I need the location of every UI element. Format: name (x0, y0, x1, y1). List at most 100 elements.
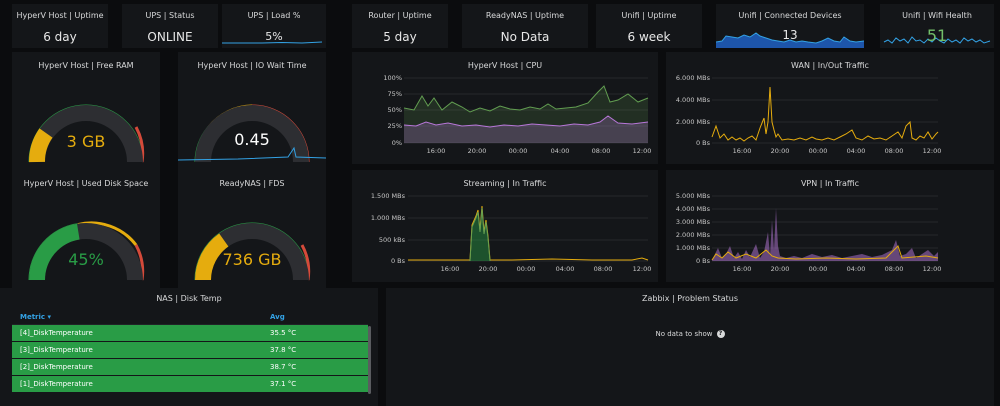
gauge-free-ram (28, 104, 145, 163)
table-row: [4]_DiskTemperature 35.5 °C (12, 324, 368, 342)
x-tick: 20:00 (479, 265, 498, 273)
unifi-devices-sparkline (716, 32, 864, 48)
panel-title: WAN | In/Out Traffic (791, 61, 869, 70)
gauge-panel-free-ram[interactable]: HyperV Host | Free RAM 3 GB (12, 52, 160, 170)
table-header-row: Metric ▾ Avg (12, 310, 368, 325)
stat-value: 6 day (43, 30, 77, 44)
x-tick: 20:00 (468, 147, 487, 155)
no-data-message: No data to show? (386, 330, 994, 338)
stat-panel-ups-load[interactable]: UPS | Load % 5% (222, 4, 326, 48)
y-tick: 5.000 MBs (676, 192, 711, 200)
x-tick: 16:00 (427, 147, 446, 155)
panel-title: HyperV Host | Uptime (16, 11, 104, 20)
graph-panel-streaming[interactable]: Streaming | In Traffic 1.500 MBs 1.000 M… (352, 170, 658, 282)
cpu-graph: 100% 75% 50% 25% 0% 16:00 20:00 00:00 04… (383, 74, 652, 155)
x-tick: 04:00 (551, 147, 570, 155)
panel-title: HyperV Host | Used Disk Space (23, 179, 149, 188)
x-tick: 00:00 (809, 147, 828, 155)
gauge-value: 736 GB (222, 250, 282, 269)
stat-panel-unifi-devices[interactable]: Unifi | Connected Devices 13 (716, 4, 864, 48)
panel-title: Router | Uptime (368, 11, 432, 20)
x-tick: 08:00 (885, 147, 904, 155)
y-tick: 0 Bs (391, 257, 406, 265)
y-tick: 6.000 MBs (676, 74, 711, 82)
vpn-graph: 5.000 MBs 4.000 MBs 3.000 MBs 2.000 MBs … (676, 192, 942, 273)
gauge-value: 0.45 (234, 130, 270, 149)
gauge-panel-disk-space[interactable]: HyperV Host | Used Disk Space 45% (12, 170, 160, 288)
unifi-wifi-sparkline (883, 36, 991, 44)
y-tick: 1.000 MBs (676, 244, 711, 252)
stat-value: 51 (926, 26, 948, 45)
graph-panel-cpu[interactable]: HyperV Host | CPU 100% 75% 50% 25% 0% 16… (352, 52, 658, 164)
stat-panel-readynas-uptime[interactable]: ReadyNAS | Uptime No Data (462, 4, 588, 48)
panel-title: Unifi | Connected Devices (738, 11, 842, 20)
y-tick: 50% (388, 106, 402, 114)
panel-title: ReadyNAS | Uptime (485, 11, 565, 20)
cell-avg: 38.7 °C (262, 358, 368, 376)
panel-title: Unifi | Wifi Health (902, 11, 972, 20)
column-header-metric[interactable]: Metric ▾ (12, 310, 262, 325)
stat-value: No Data (500, 30, 550, 44)
gauge-disk-space (28, 221, 145, 281)
cell-avg: 37.8 °C (262, 341, 368, 359)
x-tick: 04:00 (847, 147, 866, 155)
panel-title: Unifi | Uptime (621, 11, 677, 20)
column-header-avg[interactable]: Avg (262, 310, 368, 325)
table-row: [1]_DiskTemperature 37.1 °C (12, 375, 368, 393)
cell-metric: [4]_DiskTemperature (12, 324, 262, 342)
ups-load-sparkline (222, 41, 323, 44)
x-tick: 20:00 (771, 265, 790, 273)
y-tick: 1.500 MBs (371, 192, 406, 200)
gauge-panel-io-wait[interactable]: HyperV Host | IO Wait Time 0.45 (178, 52, 326, 170)
stat-panel-unifi-uptime[interactable]: Unifi | Uptime 6 week (596, 4, 702, 48)
gauge-panel-fds[interactable]: ReadyNAS | FDS 736 GB (178, 170, 326, 288)
stat-panel-hyperv-uptime[interactable]: HyperV Host | Uptime 6 day (12, 4, 108, 48)
stat-panel-ups-status[interactable]: UPS | Status ONLINE (122, 4, 218, 48)
x-tick: 08:00 (594, 265, 613, 273)
no-data-text: No data to show (655, 330, 713, 338)
stat-value: 5 day (383, 30, 417, 44)
y-tick: 1.000 MBs (371, 214, 406, 222)
panel-title: HyperV Host | IO Wait Time (197, 61, 307, 70)
cell-metric: [2]_DiskTemperature (12, 358, 262, 376)
x-tick: 08:00 (885, 265, 904, 273)
gauge-io-wait (178, 104, 326, 163)
panel-title: UPS | Status (145, 11, 195, 20)
help-icon[interactable]: ? (716, 330, 725, 338)
panel-title: HyperV Host | Free RAM (38, 61, 134, 70)
panel-title: ReadyNAS | FDS (219, 179, 285, 188)
panel-zabbix-problem-status[interactable]: Zabbix | Problem Status (386, 288, 994, 406)
y-tick: 25% (388, 122, 402, 130)
x-tick: 12:00 (923, 147, 942, 155)
y-tick: 0% (392, 139, 402, 147)
x-tick: 12:00 (633, 147, 652, 155)
stat-panel-router-uptime[interactable]: Router | Uptime 5 day (352, 4, 448, 48)
gauge-value: 3 GB (66, 132, 106, 151)
stat-value: ONLINE (147, 30, 193, 44)
y-tick: 100% (383, 74, 402, 82)
table-row: [2]_DiskTemperature 38.7 °C (12, 358, 368, 376)
stat-value: 6 week (627, 30, 671, 44)
x-tick: 12:00 (633, 265, 652, 273)
gauge-fds (194, 222, 311, 281)
table-row: [3]_DiskTemperature 37.8 °C (12, 341, 368, 359)
stat-value: 13 (782, 28, 798, 42)
y-tick: 4.000 MBs (676, 96, 711, 104)
graph-panel-wan[interactable]: WAN | In/Out Traffic 6.000 MBs 4.000 MBs… (666, 52, 994, 164)
stat-panel-unifi-wifi[interactable]: Unifi | Wifi Health 51 (880, 4, 994, 48)
x-tick: 16:00 (441, 265, 460, 273)
y-tick: 3.000 MBs (676, 218, 711, 226)
cell-avg: 37.1 °C (262, 375, 368, 393)
cell-metric: [1]_DiskTemperature (12, 375, 262, 393)
y-tick: 75% (388, 90, 402, 98)
table-scrollbar[interactable] (368, 326, 371, 394)
panel-title: Streaming | In Traffic (463, 179, 547, 188)
panel-title: VPN | In Traffic (800, 179, 860, 188)
x-tick: 00:00 (809, 265, 828, 273)
gauge-value: 45% (68, 250, 104, 269)
panel-title: UPS | Load % (247, 11, 301, 20)
graph-panel-vpn[interactable]: VPN | In Traffic 5.000 MBs 4.000 MBs 3.0… (666, 170, 994, 282)
streaming-graph: 1.500 MBs 1.000 MBs 500 kBs 0 Bs 16:00 2… (371, 192, 652, 273)
x-tick: 20:00 (771, 147, 790, 155)
x-tick: 00:00 (517, 265, 536, 273)
